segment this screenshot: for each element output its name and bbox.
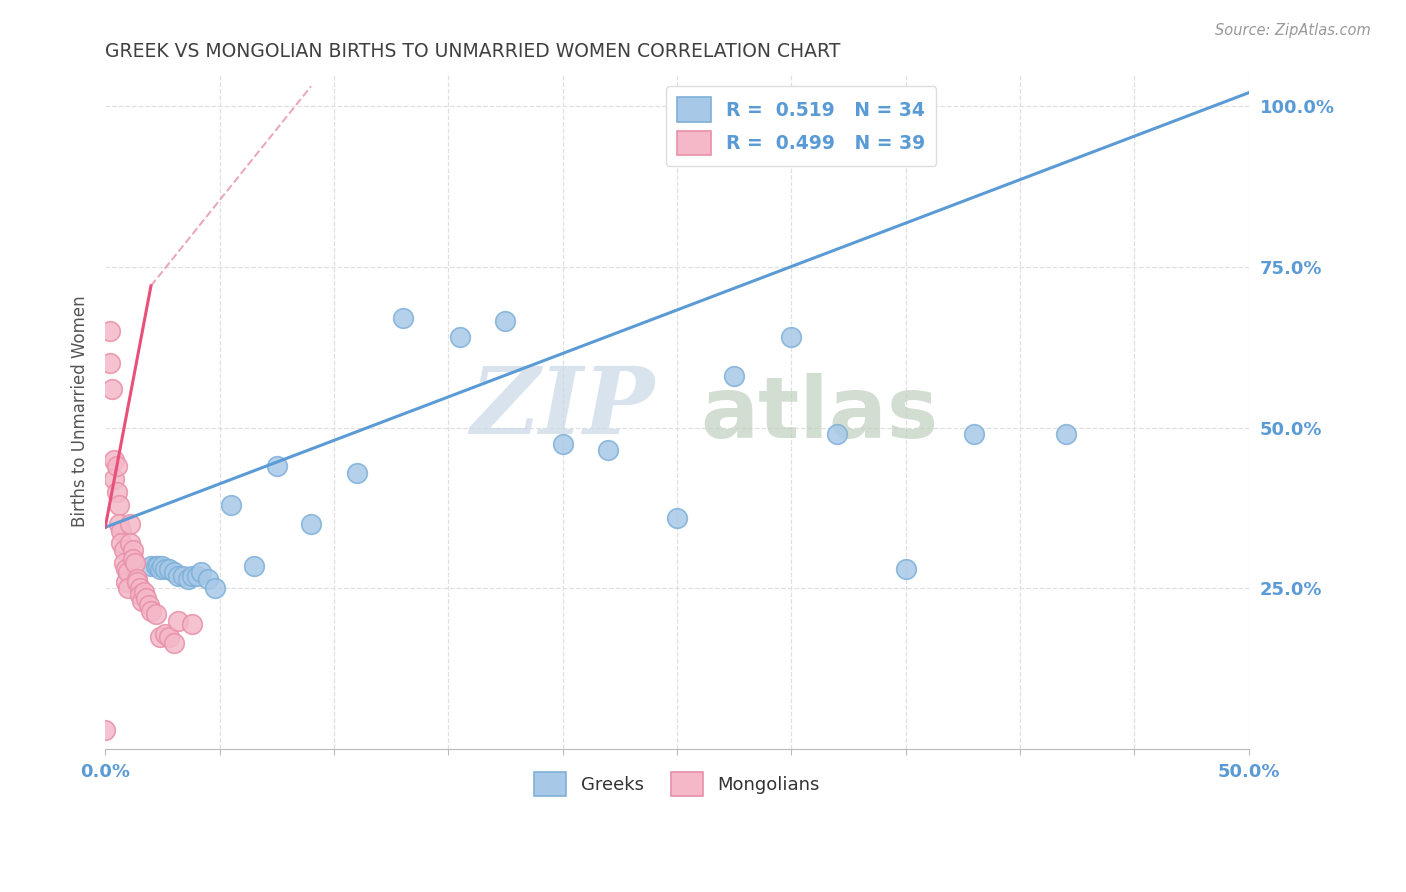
Point	[114, 562, 136, 576]
Point	[494, 314, 516, 328]
Point	[131, 594, 153, 608]
Point	[114, 574, 136, 589]
Point	[110, 536, 132, 550]
Point	[121, 542, 143, 557]
Point	[135, 591, 157, 606]
Point	[120, 536, 142, 550]
Point	[112, 542, 135, 557]
Point	[894, 562, 917, 576]
Text: atlas: atlas	[700, 374, 938, 457]
Point	[197, 572, 219, 586]
Point	[128, 582, 150, 596]
Point	[149, 630, 172, 644]
Point	[108, 498, 131, 512]
Point	[145, 607, 167, 622]
Point	[101, 382, 124, 396]
Point	[346, 466, 368, 480]
Point	[128, 588, 150, 602]
Point	[120, 517, 142, 532]
Point	[153, 562, 176, 576]
Point	[117, 582, 139, 596]
Y-axis label: Births to Unmarried Women: Births to Unmarried Women	[72, 295, 89, 527]
Point	[172, 568, 194, 582]
Point	[219, 498, 242, 512]
Point	[963, 426, 986, 441]
Point	[723, 369, 745, 384]
Point	[103, 452, 125, 467]
Point	[780, 330, 803, 344]
Point	[103, 472, 125, 486]
Point	[94, 723, 117, 738]
Point	[132, 584, 155, 599]
Legend: Greeks, Mongolians: Greeks, Mongolians	[524, 764, 830, 805]
Point	[150, 558, 173, 573]
Point	[299, 517, 322, 532]
Point	[98, 356, 121, 370]
Point	[98, 324, 121, 338]
Point	[167, 614, 190, 628]
Point	[1054, 426, 1077, 441]
Point	[243, 558, 266, 573]
Point	[551, 436, 574, 450]
Point	[665, 510, 688, 524]
Point	[138, 598, 160, 612]
Point	[181, 568, 204, 582]
Point	[163, 636, 186, 650]
Point	[105, 484, 128, 499]
Point	[145, 558, 167, 573]
Point	[127, 572, 149, 586]
Point	[391, 311, 413, 326]
Point	[176, 572, 198, 586]
Point	[157, 562, 180, 576]
Point	[153, 626, 176, 640]
Point	[204, 582, 226, 596]
Point	[117, 566, 139, 580]
Text: Source: ZipAtlas.com: Source: ZipAtlas.com	[1215, 23, 1371, 38]
Point	[149, 562, 172, 576]
Point	[598, 443, 620, 458]
Point	[112, 556, 135, 570]
Text: ZIP: ZIP	[470, 363, 654, 453]
Point	[167, 568, 190, 582]
Point	[146, 558, 169, 573]
Point	[139, 604, 162, 618]
Point	[139, 558, 162, 573]
Point	[127, 574, 149, 589]
Point	[108, 517, 131, 532]
Point	[163, 566, 186, 580]
Point	[186, 568, 208, 582]
Point	[266, 459, 288, 474]
Point	[449, 330, 471, 344]
Text: GREEK VS MONGOLIAN BIRTHS TO UNMARRIED WOMEN CORRELATION CHART: GREEK VS MONGOLIAN BIRTHS TO UNMARRIED W…	[105, 42, 841, 61]
Point	[181, 616, 204, 631]
Point	[190, 566, 212, 580]
Point	[124, 556, 146, 570]
Point	[110, 524, 132, 538]
Point	[825, 426, 848, 441]
Point	[157, 630, 180, 644]
Point	[105, 459, 128, 474]
Point	[121, 552, 143, 566]
